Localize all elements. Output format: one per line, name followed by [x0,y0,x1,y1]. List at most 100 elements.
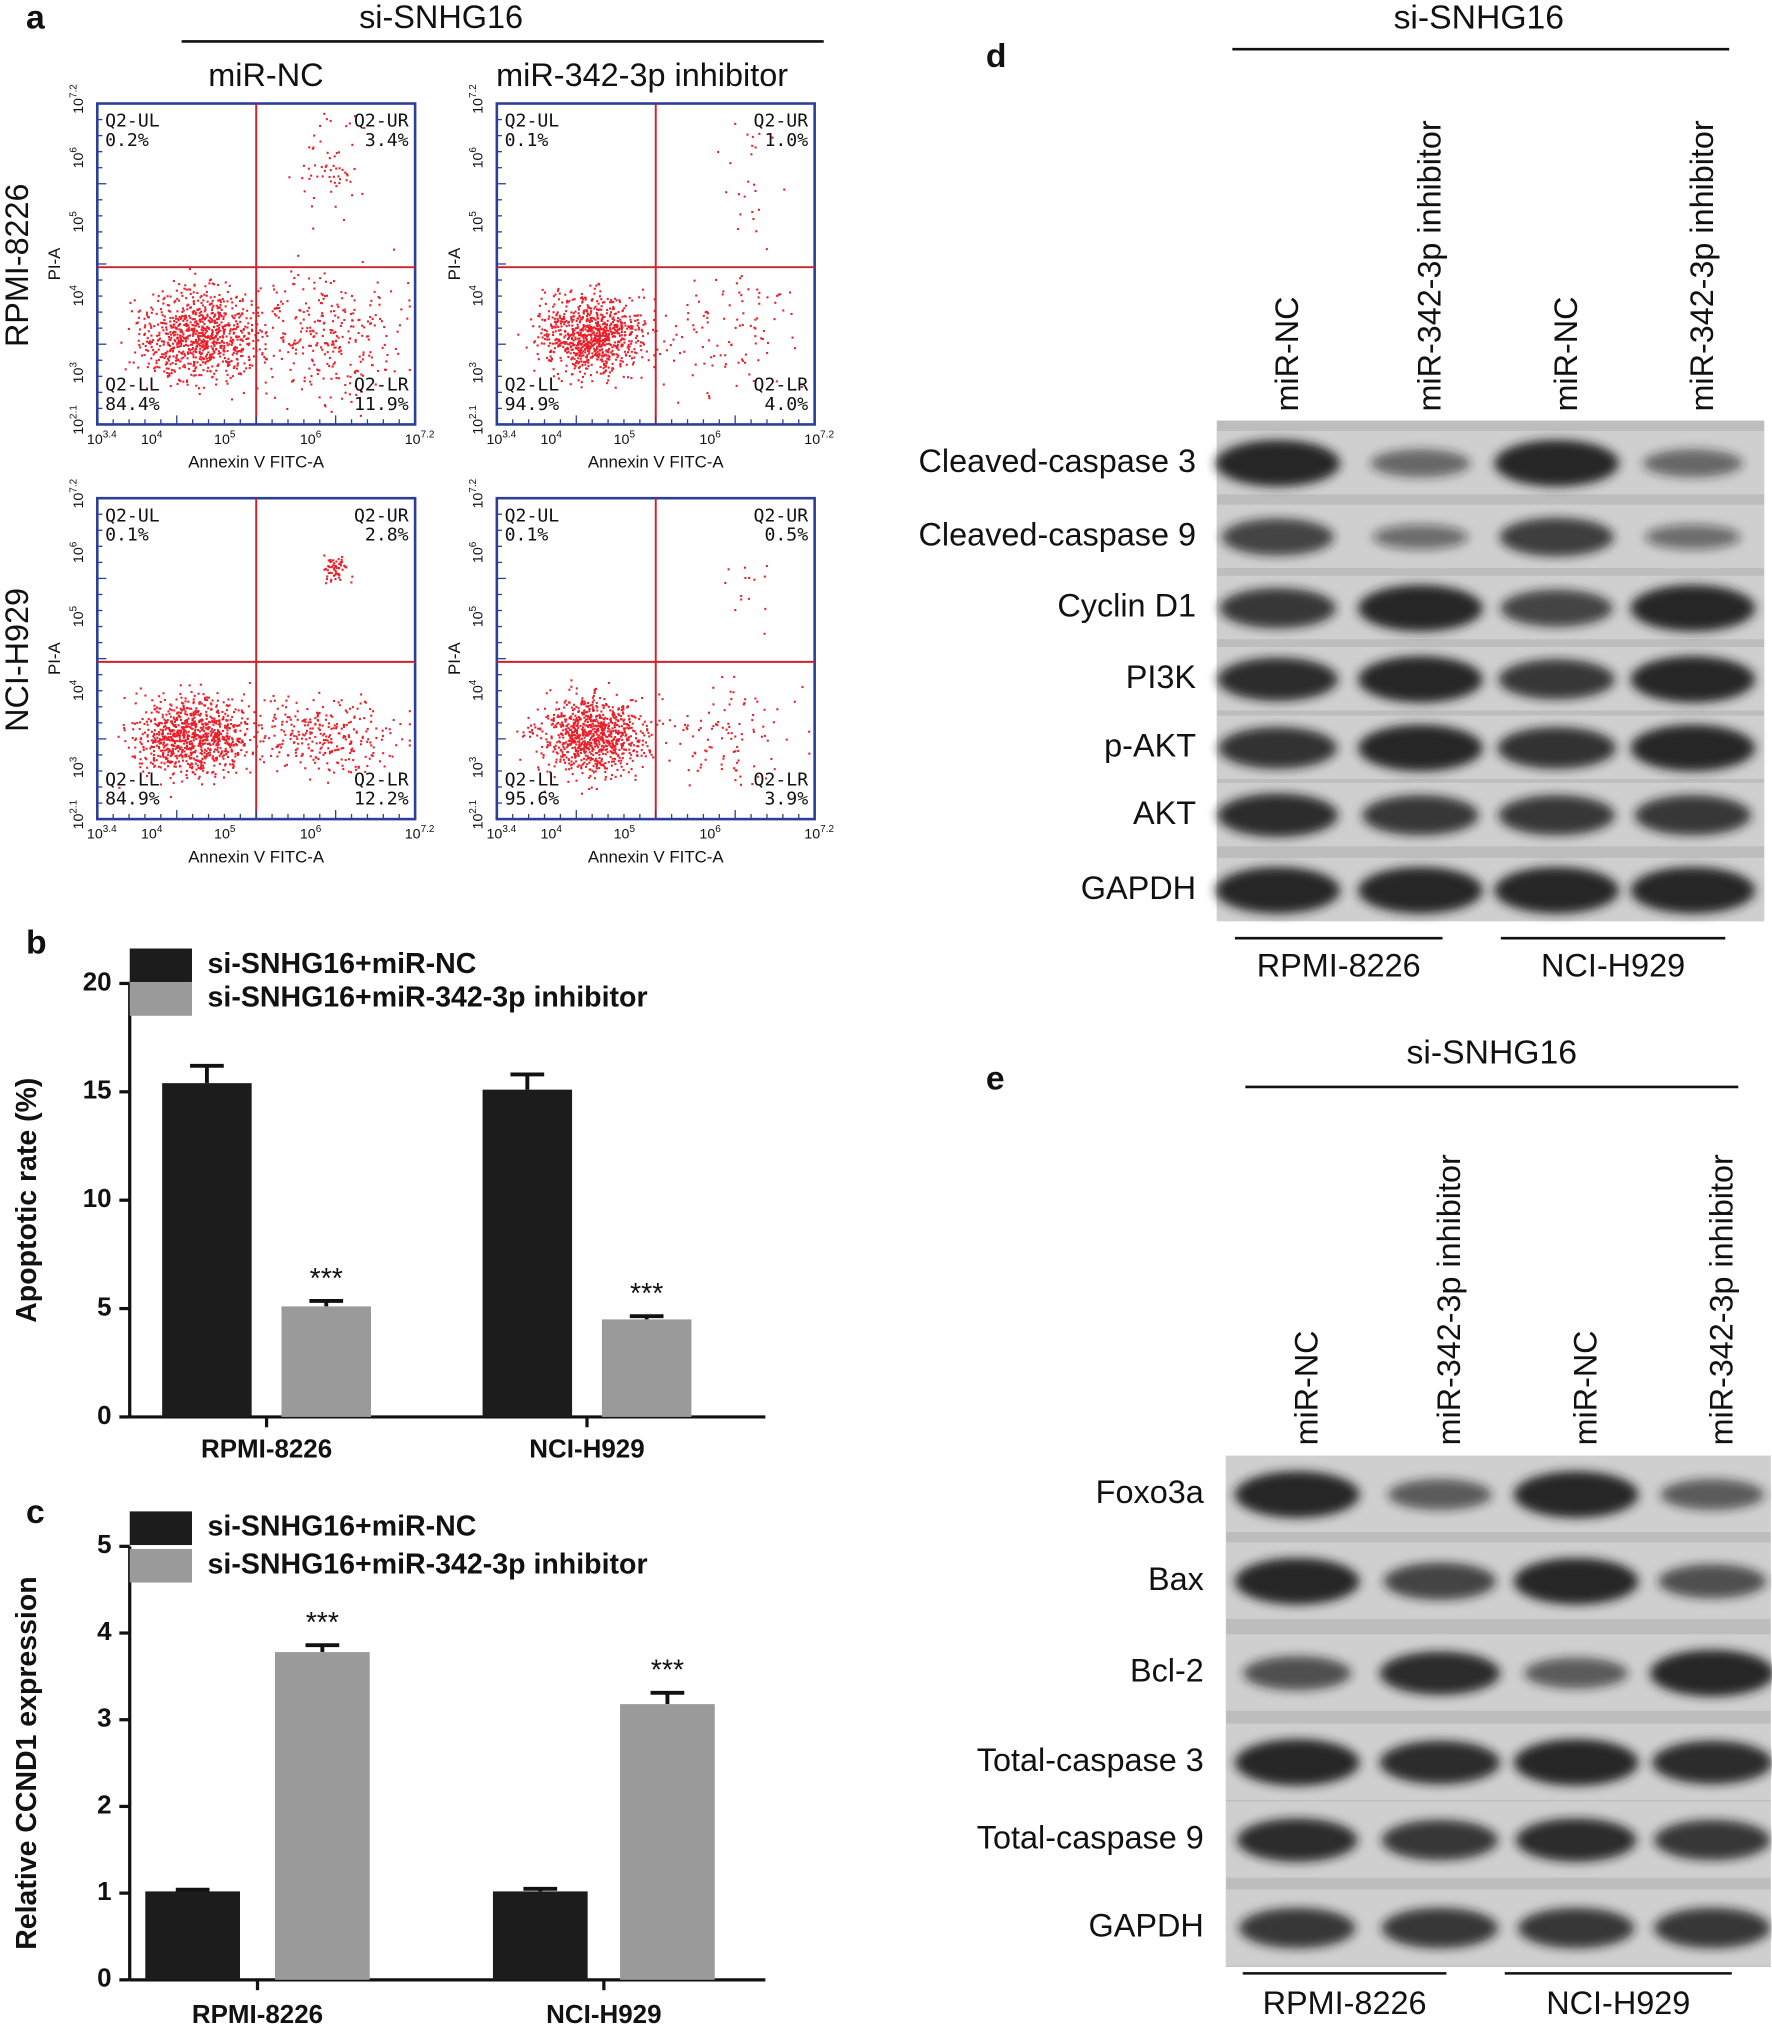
event-dot [600,726,603,729]
event-dot [214,773,217,776]
event-dot [567,727,570,730]
event-dot [193,732,197,735]
event-dot [153,325,156,328]
event-dot [597,729,600,732]
event-dot [592,706,595,709]
event-dot [229,330,232,333]
event-dot [199,743,202,747]
event-dot [217,739,220,742]
event-dot [176,317,179,320]
event-dot [202,338,205,341]
event-dot [708,339,711,342]
event-dot [572,315,576,318]
event-dot [621,360,624,363]
event-dot [158,695,161,698]
event-dot [595,284,598,287]
event-dot [580,334,583,337]
event-dot [572,739,575,742]
event-dot [574,310,577,313]
event-dot [572,362,575,366]
event-dot [569,740,572,743]
event-dot [572,726,575,729]
event-dot [276,770,279,773]
event-dot [165,726,168,729]
event-dot [572,351,575,354]
event-dot [757,296,760,299]
event-dot [561,753,565,756]
event-dot [211,347,214,350]
quadrant-percent: 95.6% [505,789,560,810]
event-dot [623,314,626,318]
event-dot [145,720,149,723]
event-dot [224,305,227,308]
event-dot [195,725,198,728]
event-dot [553,351,556,354]
tick-exponent: 5 [230,429,236,440]
event-dot [217,299,220,302]
event-dot [691,755,694,758]
event-dot [242,308,245,311]
event-dot [586,715,589,718]
event-dot [626,327,629,330]
event-dot [210,703,213,706]
event-dot [305,738,308,741]
event-dot [240,741,243,744]
event-dot [134,746,137,749]
event-dot [155,312,158,315]
event-dot [209,296,212,299]
event-dot [231,353,234,356]
event-dot [219,723,222,726]
event-dot [349,363,352,366]
event-dot [206,755,209,758]
event-dot [218,323,221,326]
event-dot [204,732,207,735]
event-dot [591,696,594,699]
event-dot [628,333,631,337]
event-dot [531,731,534,734]
event-dot [578,315,581,318]
event-dot [174,359,178,362]
event-dot [198,314,201,318]
event-dot [588,716,591,719]
event-dot [284,713,287,716]
event-dot [201,340,204,343]
event-dot [552,295,555,298]
event-dot [555,323,558,326]
event-dot [176,746,179,749]
event-dot [216,742,219,745]
event-dot [181,734,184,737]
event-dot [213,295,216,298]
event-dot [572,339,575,342]
event-dot [185,753,188,756]
event-dot [156,339,160,342]
tick-base: 10 [71,685,87,701]
event-dot [737,193,741,196]
event-dot [590,320,593,323]
event-dot [572,731,575,734]
event-dot [615,752,618,755]
event-dot [198,343,201,346]
event-dot [310,383,313,386]
event-dot [158,733,161,736]
event-dot [589,345,592,348]
event-dot [174,362,177,366]
event-dot [207,366,210,369]
tick-base: 10 [71,493,87,509]
event-dot [341,555,344,558]
event-dot [166,332,169,335]
event-dot [273,713,276,716]
event-dot [357,319,360,322]
event-dot [309,778,312,781]
event-dot [187,362,190,365]
tick-base: 10 [540,826,556,842]
event-dot [190,690,193,693]
event-dot [308,306,311,309]
event-dot [378,760,382,763]
event-dot [571,773,574,776]
event-dot [641,330,644,333]
event-dot [190,352,193,355]
event-dot [574,336,577,339]
event-dot [288,176,291,179]
event-dot [527,716,530,719]
event-dot [598,734,601,737]
